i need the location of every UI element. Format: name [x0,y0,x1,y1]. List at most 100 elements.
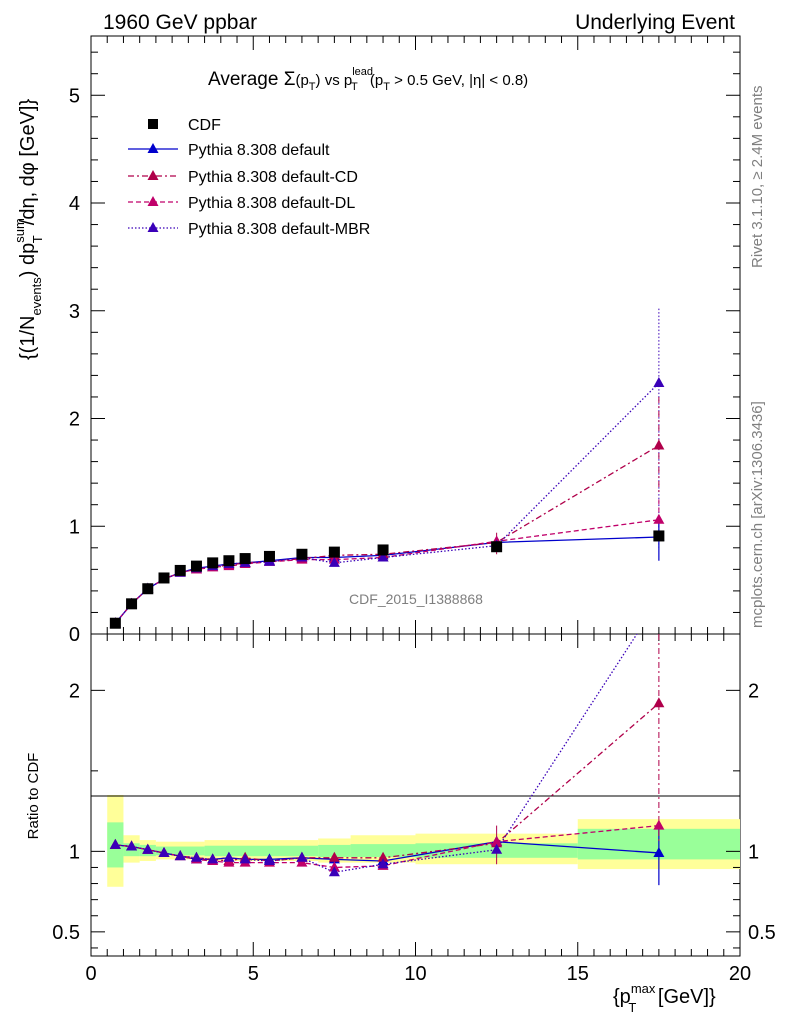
main-marker-cdf [377,544,389,556]
ratio-marker-cd [328,851,340,862]
ylabel-sub-events: events [29,277,44,316]
ylabel-sub-t: T [30,235,45,243]
x-axis-label: {pmax T [GeV]} [613,981,716,1015]
ratio-uncertainty-bands [107,795,740,887]
x-tick-label: 0 [85,963,96,985]
ratio-marker-mbr [207,853,219,864]
title-sub-t2: T [351,81,358,93]
ratio-panel-frame [90,633,741,957]
main-marker-cdf [207,557,219,569]
y-axis-label-main: {(1/Nevents) dpsum T/dη, dφ [GeV]} [12,99,45,360]
side-label-mcplots: mcplots.cern.ch [arXiv:1306.3436] [749,401,766,628]
ratio-marker-mbr [223,851,235,862]
y-tick-label-main: 3 [69,301,80,323]
y-tick-label-ratio-right: 1 [748,841,759,863]
ratio-band-green-5 [318,844,351,857]
xlabel-sub-t: T [628,1000,636,1015]
main-marker-cdf [223,555,235,567]
ratio-marker-cd [377,851,389,862]
plot-title: Average Σ(pT) vs plead T (pT > 0.5 GeV, |… [208,66,528,93]
main-marker-mbr [377,551,389,562]
title-pt-open: (p [295,72,308,89]
main-marker-cdf [328,546,340,558]
ratio-marker-mbr [377,858,389,869]
ratio-marker-dl [653,819,665,830]
legend-label-default: Pythia 8.308 default [188,142,330,159]
legend-marker-cd [147,170,159,180]
main-series-markers [109,376,665,629]
xlabel-sup-max: max [631,981,656,996]
ylabel-c: /dη, dφ [GeV]} [17,99,39,226]
header-right: Underlying Event [575,11,735,34]
legend-label-cd: Pythia 8.308 default-CD [188,169,358,186]
title-sub-t: T [309,81,316,93]
legend-label-mbr: Pythia 8.308 default-MBR [188,221,370,238]
y-axis-label-ratio: Ratio to CDF [25,753,42,840]
title-cut-rest: > 0.5 GeV, |η| < 0.8) [390,72,528,89]
legend: CDF Pythia 8.308 default Pythia 8.308 de… [128,117,370,238]
ratio-marker-mbr [158,846,170,857]
main-series-lines [114,308,660,624]
ratio-marker-dl [491,835,503,846]
x-tick-label: 10 [404,963,426,985]
ratio-band-green-6 [350,844,416,857]
main-marker-cdf [142,583,154,595]
ratio-marker-mbr [109,838,121,849]
main-marker-cdf [653,530,665,542]
main-marker-cd [653,439,665,450]
main-marker-dl [653,513,665,524]
main-marker-cdf [158,572,170,584]
legend-marker-mbr [147,222,159,232]
main-marker-cdf [190,560,202,572]
main-marker-cdf [491,541,503,553]
ratio-marker-mbr [190,851,202,862]
x-tick-label: 15 [567,963,589,985]
ratio-marker-mbr [328,866,340,877]
legend-marker-default [147,143,159,153]
ratio-marker-mbr [174,850,186,861]
main-line-mbr [114,382,660,624]
title-sigma: Σ [284,69,296,90]
ratio-marker-mbr [126,840,138,851]
ylabel-sup-sum: sum [12,218,27,243]
title-sub-t3: T [383,81,390,93]
y-tick-label-main: 0 [69,624,80,646]
title-sup-lead: lead [352,66,373,78]
legend-label-dl: Pythia 8.308 default-DL [188,195,355,212]
ratio-marker-cd [653,697,665,708]
y-tick-label-ratio: 2 [69,680,80,702]
ratio-band-green-4 [204,845,319,857]
ratio-marker-mbr [142,843,154,854]
main-marker-cdf [174,564,186,576]
main-marker-cdf [126,598,138,610]
main-marker-cdf [263,550,275,562]
title-pt-close: ) [316,72,321,89]
main-marker-cdf [239,553,251,565]
ratio-marker-mbr [491,843,503,854]
y-tick-label-main: 1 [69,516,80,538]
ylabel-b: ) dp [17,243,39,277]
ratio-marker-mbr [296,851,308,862]
main-marker-mbr [328,556,340,567]
y-tick-label-ratio-right: 0.5 [748,922,776,944]
x-tick-label: 5 [248,963,259,985]
y-tick-label-ratio: 0.5 [52,922,80,944]
xlabel-b: [GeV]} [652,986,716,1008]
y-tick-label-ratio-right: 2 [748,680,759,702]
y-tick-label-main: 5 [69,85,80,107]
main-line-cd [114,444,660,624]
title-cut-open: (p [366,72,384,89]
main-marker-cdf [109,617,121,629]
ylabel-a: {(1/N [17,316,39,360]
legend-marker-dl [147,196,159,206]
ratio-marker-default [653,846,665,857]
header-left: 1960 GeV ppbar [103,11,257,34]
main-marker-cdf [296,548,308,560]
ratio-marker-mbr [263,855,275,866]
title-vs: vs p [321,72,353,89]
legend-marker-cdf [148,119,158,129]
y-tick-label-ratio: 1 [69,841,80,863]
ratio-marker-mbr [239,853,251,864]
